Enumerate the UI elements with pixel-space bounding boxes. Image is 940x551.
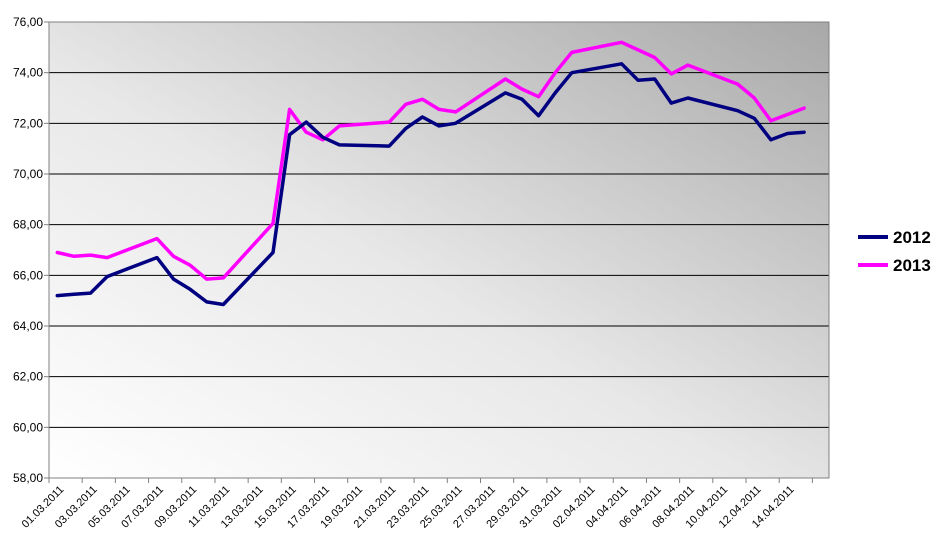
legend-label-2012: 2012 [893,228,931,247]
y-tick-label: 68,00 [13,218,43,232]
series-line-2012 [55,62,806,307]
y-tick-label: 60,00 [13,420,43,434]
gridlines [49,72,829,428]
plot-area [49,22,829,478]
y-tick-label: 62,00 [13,370,43,384]
y-tick-label: 70,00 [13,167,43,181]
plot-border [48,21,830,479]
series-lines [55,40,806,307]
y-tick-label: 64,00 [13,319,43,333]
y-tick-label: 58,00 [13,471,43,485]
series-line-2013 [55,40,806,281]
y-tick-label: 74,00 [13,66,43,80]
y-tick-label: 66,00 [13,268,43,282]
legend: 2012 2013 [858,228,931,275]
y-tick-label: 72,00 [13,116,43,130]
x-axis-ticks: 01.03.201103.03.201105.03.201107.03.2011… [20,478,813,531]
y-axis-ticks: 58,00 60,00 62,00 64,00 66,00 68,00 70,00 72,00… [13,15,49,485]
y-tick-label: 76,00 [13,15,43,29]
legend-label-2013: 2013 [893,256,931,275]
